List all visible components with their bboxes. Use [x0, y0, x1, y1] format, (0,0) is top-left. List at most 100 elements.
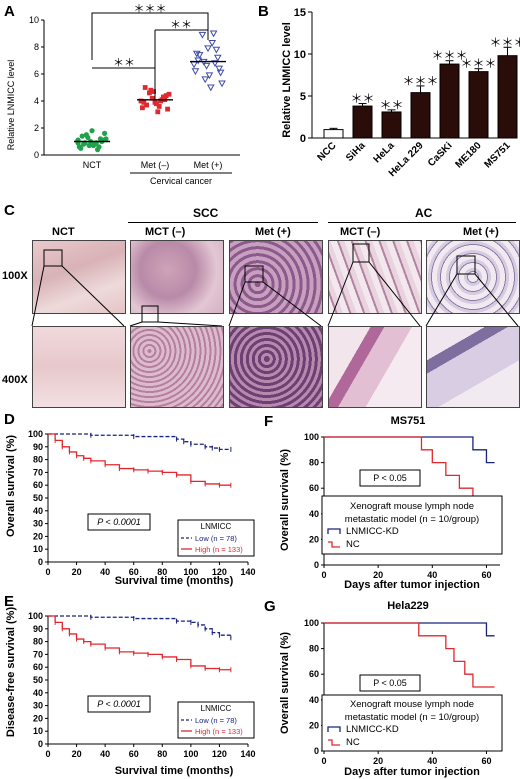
panel-g-legend-nc: NC: [346, 737, 360, 748]
panel-d-ytick-label: 100: [28, 429, 43, 439]
panel-a-point-met-pos: [191, 68, 200, 76]
panel-f-legend-kd: LNMICC-KD: [346, 526, 399, 537]
tissue-image-scc-mct-400x: [130, 326, 224, 408]
panel-a-point-nct: [96, 144, 102, 150]
panel-c-group-scc: SCC: [193, 206, 219, 220]
panel-b-ytick-label: 10: [294, 49, 306, 61]
panel-f-ytick-label: 40: [309, 509, 319, 519]
tissue-image-scc-mct-100x: [130, 240, 224, 314]
panel-letter-d: D: [4, 411, 15, 428]
panel-c-histology: C SCC AC NCT MCT (–) Met (+) MCT (–) Met…: [0, 200, 520, 410]
panel-f-ylabel: Overall survival (%): [279, 449, 291, 551]
panel-a-point-nct: [102, 130, 108, 136]
panel-c-col-nct: NCT: [52, 226, 75, 238]
panel-e-ytick-label: 90: [33, 624, 43, 634]
panel-a-point-met-neg: [140, 105, 145, 111]
panel-d-ytick-label: 20: [33, 531, 43, 541]
panel-b-bar: [497, 55, 518, 139]
panel-d-ytick-label: 90: [33, 442, 43, 452]
panel-g-ylabel: Overall survival (%): [279, 632, 291, 734]
panel-a-sig-top: ＊＊＊: [134, 3, 167, 15]
panel-d-ytick-label: 30: [33, 519, 43, 529]
panel-a-sig-left: ＊＊: [113, 57, 135, 69]
panel-b-category-label: ME180: [453, 140, 483, 170]
panel-e-xtick-label: 40: [100, 749, 110, 759]
panel-a-point-met-pos: [205, 72, 214, 80]
panel-d-high-curve: [48, 433, 231, 486]
panel-a-ytick-label: 4: [34, 96, 39, 106]
panel-d-xtick-label: 0: [45, 567, 50, 577]
panel-e-ytick-label: 80: [33, 637, 43, 647]
panel-f-legend-nc: NC: [346, 539, 360, 550]
panel-a-point-met-neg: [147, 90, 152, 96]
tissue-image-ac-mct-100x: [328, 240, 422, 314]
panel-a-scatter-chart: A Relative LNMICC level 0 2 4 6 8 10 ＊＊＊ ＊＊ ＊…: [4, 3, 240, 186]
panel-g-xlabel: Days after tumor injection: [344, 766, 480, 778]
panel-e-ytick-label: 10: [33, 726, 43, 736]
panel-c-group-ac: AC: [415, 206, 433, 220]
panel-e-ytick-label: 30: [33, 701, 43, 711]
panel-g-title: Hela229: [387, 600, 429, 612]
panel-b-ytick-label: 0: [300, 133, 306, 145]
tissue-image-nct-400x: [32, 326, 126, 408]
tissue-image-nct-100x: [32, 240, 126, 314]
panel-a-cat-met-neg: Met (–): [141, 160, 170, 170]
panel-g-model-line1: Xenograft mouse lymph node: [350, 699, 474, 710]
panel-d-ytick-label: 50: [33, 493, 43, 503]
panel-a-sig-right: ＊＊: [170, 19, 192, 31]
panel-a-point-met-pos: [218, 80, 226, 88]
panel-f-xlabel: Days after tumor injection: [344, 579, 480, 591]
panel-a-point-met-neg: [149, 95, 155, 101]
panel-b-sig: ＊＊＊: [402, 74, 438, 88]
panel-a-ytick-label: 6: [34, 69, 39, 79]
panel-a-point-nct: [85, 134, 91, 141]
panel-a-point-met-neg: [165, 106, 170, 112]
panel-b-sig: ＊＊: [350, 92, 374, 106]
panel-a-point-nct: [89, 128, 95, 134]
panel-e-ytick-label: 70: [33, 649, 43, 659]
panel-g-xtick-label: 20: [373, 756, 383, 766]
panel-c-row-400x: 400X: [2, 374, 28, 386]
panel-c-col-scc-mct: MCT (–): [145, 226, 186, 238]
panel-b-category-label: CaSKi: [426, 140, 455, 169]
panel-g-xtick-label: 0: [321, 756, 326, 766]
panel-a-point-met-pos: [206, 84, 215, 92]
panel-c-col-ac-mct: MCT (–): [340, 226, 381, 238]
panel-g-xtick-label: 60: [481, 756, 491, 766]
panel-letter-e: E: [4, 593, 14, 610]
panel-a-point-met-pos: [201, 76, 210, 84]
panel-g-nc-curve: [324, 622, 495, 688]
panel-d-legend-high: High (n = 133): [195, 545, 243, 554]
panel-a-point-met-neg: [144, 102, 149, 108]
panel-letter-c: C: [4, 202, 15, 219]
panel-d-ylabel: Overall survival (%): [5, 435, 17, 537]
tissue-image-ac-met-100x: [426, 240, 520, 314]
panel-f-ytick-label: 20: [309, 534, 319, 544]
panel-b-sig: ＊＊＊: [431, 49, 467, 63]
tissue-image-ac-mct-400x: [328, 326, 422, 408]
panel-f-xtick-label: 20: [373, 570, 383, 580]
panel-f-xtick-label: 40: [427, 570, 437, 580]
panel-a-cat-nct: NCT: [83, 160, 102, 170]
panel-letter-g: G: [264, 598, 276, 615]
panel-e-legend-low: Low (n = 78): [195, 716, 237, 725]
panel-a-point-met-neg: [142, 85, 148, 90]
panel-g-xenograft-chart: G Hela229 Overall survival (%) Days afte…: [264, 598, 503, 778]
panel-e-xtick-label: 0: [45, 749, 50, 759]
panel-d-xtick-label: 120: [212, 567, 227, 577]
panel-e-ytick-label: 60: [33, 662, 43, 672]
panel-b-category-label: NCC: [316, 140, 339, 163]
panel-a-point-nct: [78, 145, 84, 151]
panel-e-ytick-label: 50: [33, 675, 43, 685]
panel-e-legend-title: LNMICC: [201, 704, 232, 713]
panel-a-point-met-pos: [198, 31, 207, 39]
panel-f-ytick-label: 60: [309, 483, 319, 493]
panel-d-ytick-label: 60: [33, 480, 43, 490]
tissue-image-scc-met-400x: [229, 326, 323, 408]
panel-a-point-met-pos: [208, 39, 217, 47]
panel-a-point-met-pos: [194, 57, 203, 65]
panel-a-point-met-pos: [190, 61, 198, 69]
panel-g-ytick-label: 20: [309, 720, 319, 730]
panel-a-point-met-neg: [141, 99, 147, 105]
panel-e-xtick-label: 120: [212, 749, 227, 759]
